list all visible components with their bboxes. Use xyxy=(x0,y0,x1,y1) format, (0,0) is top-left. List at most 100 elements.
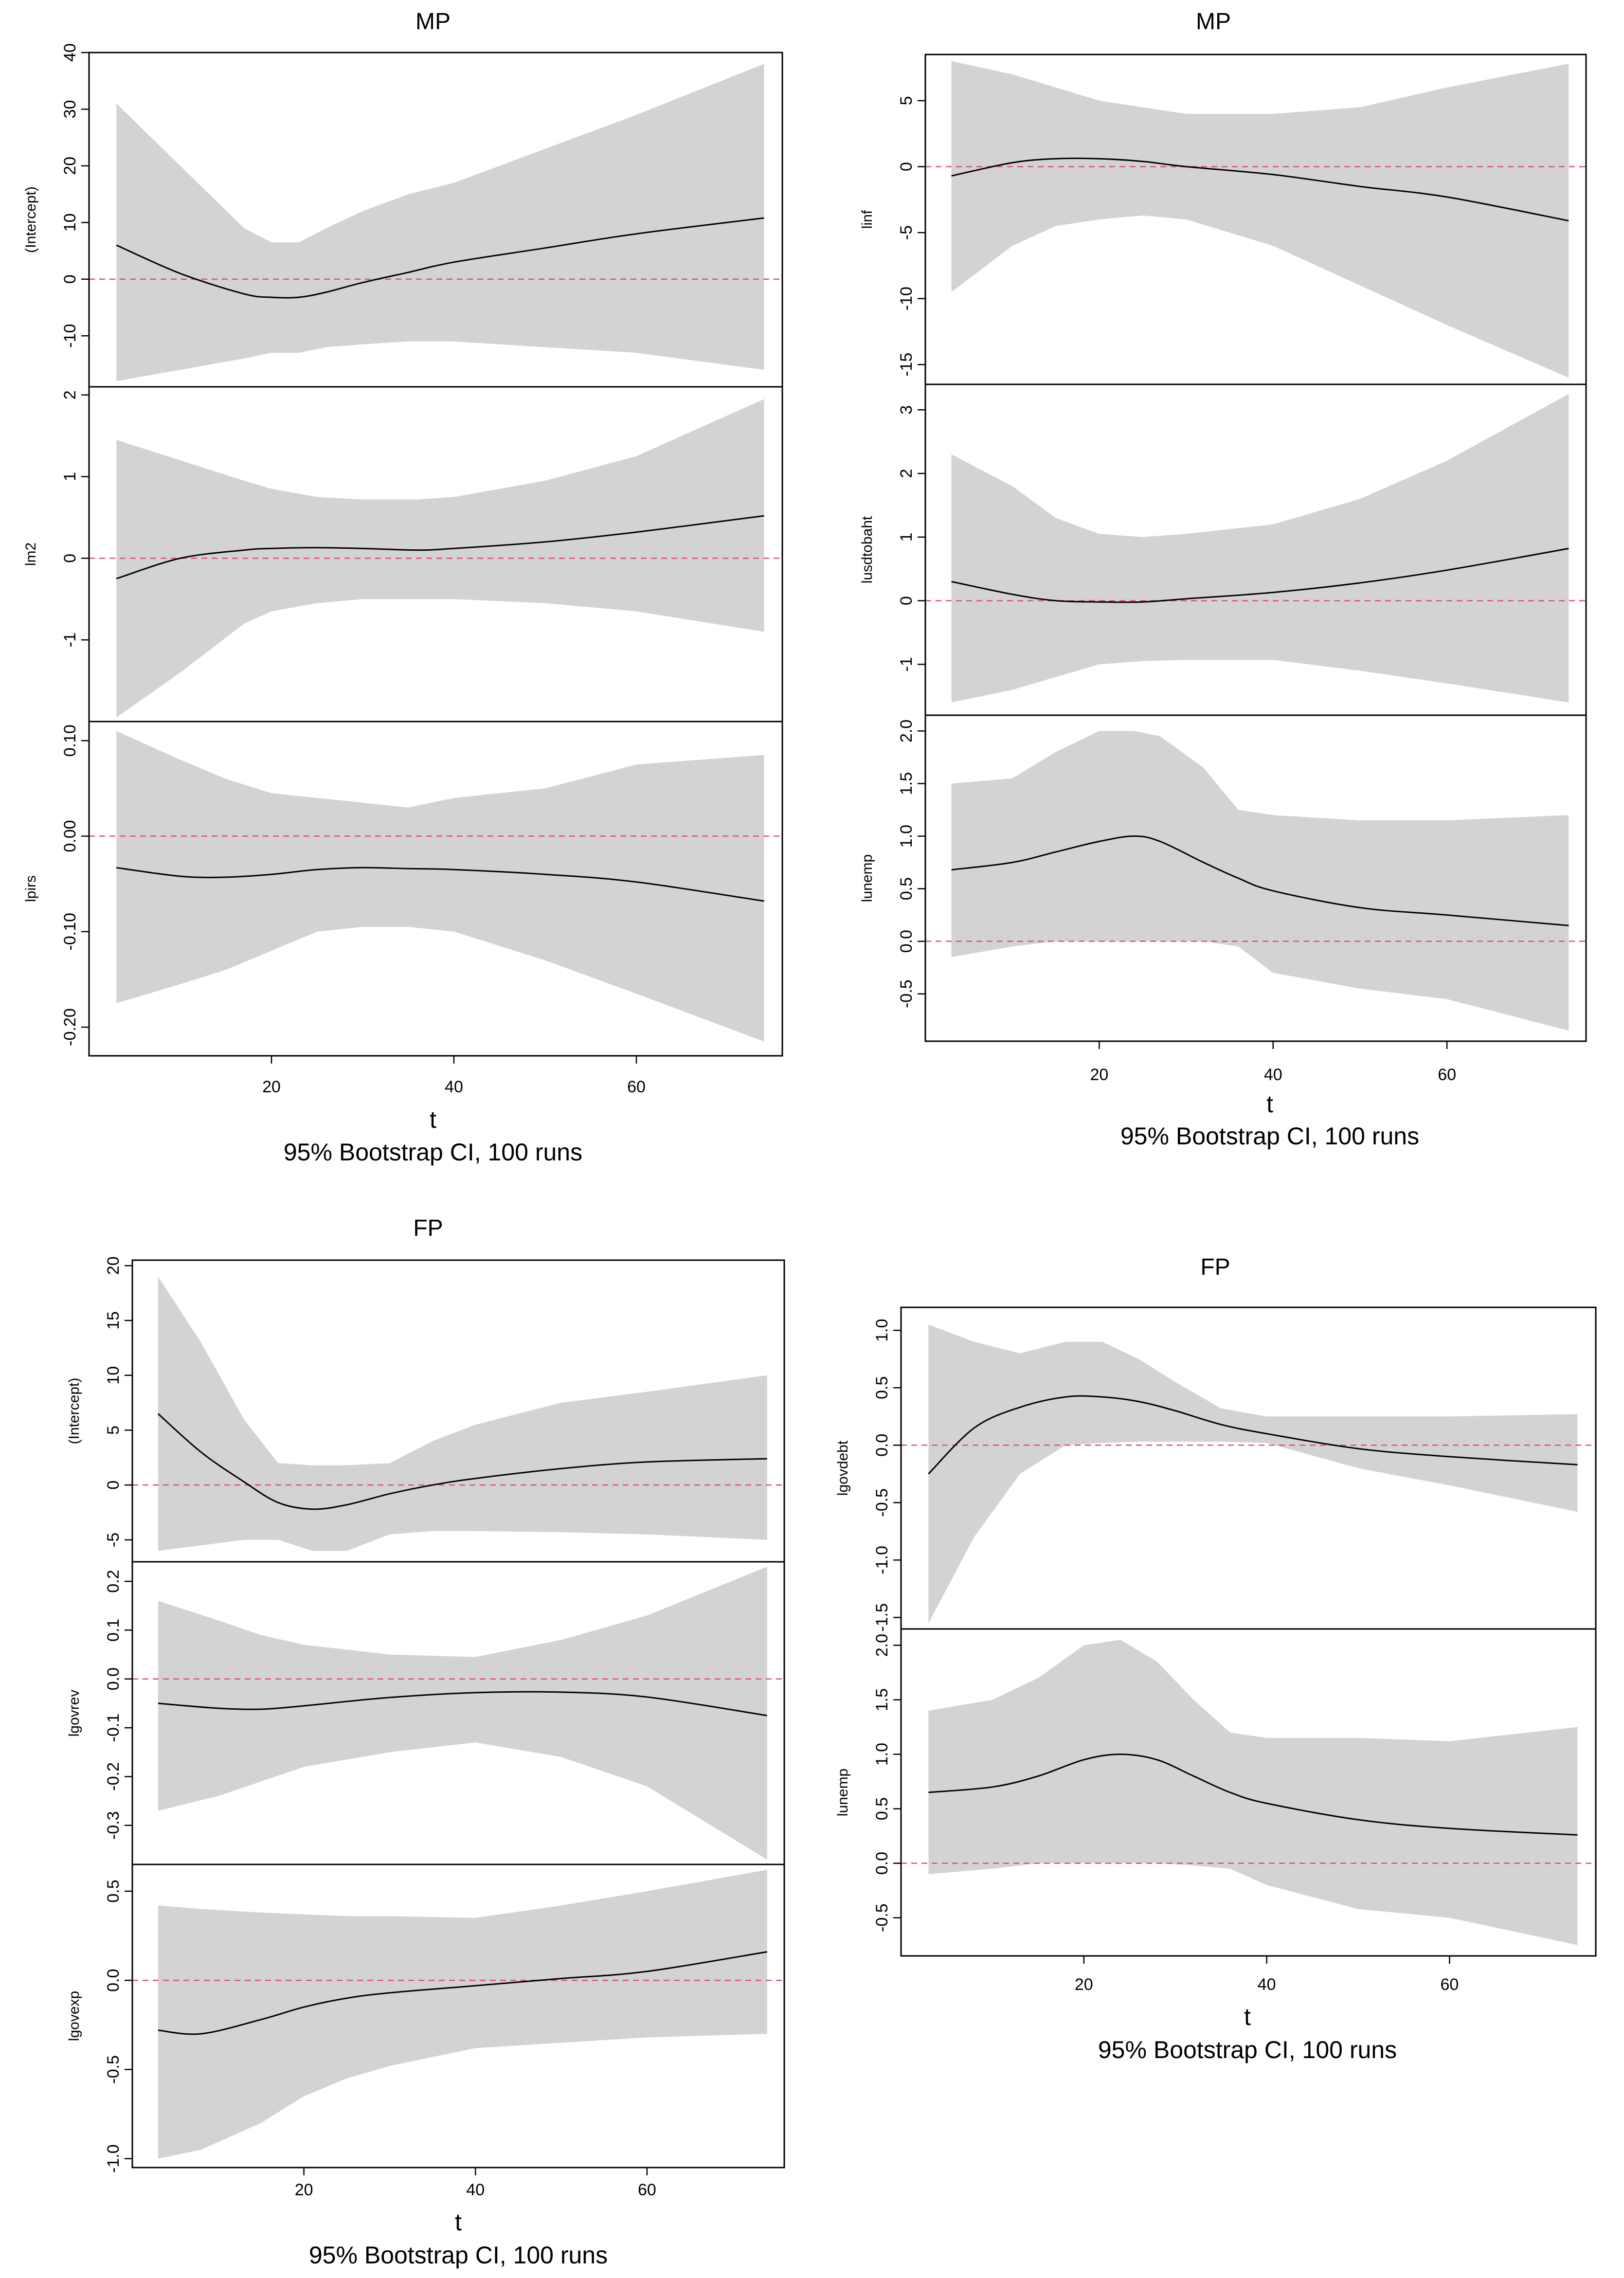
panel-frame xyxy=(900,1628,1597,1957)
y-tick-label: -1.0 xyxy=(104,2144,123,2173)
y-tick-label: 1 xyxy=(897,532,916,542)
chart-mp-right: MP t 95% Bootstrap CI, 100 runs xyxy=(1120,9,1419,1150)
y-tick-label: 0.0 xyxy=(897,930,916,953)
chart-caption: 95% Bootstrap CI, 100 runs xyxy=(309,2242,608,2269)
y-tick-label: 10 xyxy=(104,1366,123,1385)
y-tick-label: 0.0 xyxy=(873,1434,891,1457)
y-tick-label: 0 xyxy=(897,596,916,605)
y-tick-label: 0.10 xyxy=(61,724,79,757)
y-tick-label: 1.0 xyxy=(897,825,916,848)
y-tick-label: 2.0 xyxy=(897,720,916,742)
y-tick-label: -0.5 xyxy=(873,1488,891,1517)
ci-band xyxy=(928,1324,1578,1624)
coefficient-estimate-line xyxy=(928,1754,1578,1836)
y-tick-label: 10 xyxy=(61,213,79,232)
y-tick-label: 1.0 xyxy=(873,1319,891,1342)
y-tick-label: -1 xyxy=(61,633,79,647)
x-tick-label: 60 xyxy=(1440,1975,1459,1994)
y-tick-label: 0.5 xyxy=(104,1880,123,1902)
y-tick-label: -0.20 xyxy=(61,1008,79,1046)
x-axis-label: t xyxy=(430,1106,436,1133)
ci-band xyxy=(951,61,1569,378)
chart-title: MP xyxy=(415,9,451,35)
y-tick-label: -0.5 xyxy=(897,979,916,1008)
panel-frame xyxy=(88,721,783,1057)
y-tick-label: 0.1 xyxy=(104,1619,123,1642)
y-axis-label: linf xyxy=(859,210,875,229)
x-tick-label: 40 xyxy=(1264,1066,1282,1084)
y-tick-label: -0.10 xyxy=(61,913,79,951)
y-tick-label: -0.5 xyxy=(873,1903,891,1932)
y-tick-label: 2 xyxy=(897,469,916,478)
y-tick-label: -10 xyxy=(61,324,79,348)
coefficient-panel: -1.0 -0.5 0.0 0.5 lgovexp xyxy=(66,1863,785,2173)
y-tick-label: -1.0 xyxy=(873,1546,891,1574)
chart-caption: 95% Bootstrap CI, 100 runs xyxy=(284,1139,582,1166)
panel-frame xyxy=(924,714,1587,1042)
x-tick-label: 60 xyxy=(1438,1066,1456,1084)
x-tick-label: 40 xyxy=(445,1078,463,1096)
coefficient-estimate-line xyxy=(157,1413,767,1510)
x-tick-label: 60 xyxy=(627,1078,646,1096)
chart-title: FP xyxy=(413,1215,443,1241)
chart-group: -15-10-505linf-10123lusdtobaht-0.50.00.5… xyxy=(859,54,1587,1084)
coefficient-estimate-line xyxy=(951,157,1569,222)
y-axis-label: lgovdebt xyxy=(835,1440,851,1496)
coefficient-estimate-line xyxy=(951,547,1569,603)
ci-band xyxy=(116,64,764,381)
coefficient-estimate-line xyxy=(928,1395,1578,1475)
coefficient-panel: -1 0 1 2 lm2 xyxy=(23,386,783,723)
x-tick-label: 20 xyxy=(295,2181,313,2199)
y-tick-label: 0.5 xyxy=(873,1797,891,1820)
coefficient-panel: -15 -10 -5 0 5 linf xyxy=(859,54,1587,385)
y-tick-label: -1 xyxy=(897,657,916,671)
coefficient-panel: -0.5 0.0 0.5 1.0 1.5 2.0 lunemp xyxy=(835,1628,1597,1957)
x-tick-label: 40 xyxy=(466,2181,485,2199)
y-tick-label: 1.5 xyxy=(897,772,916,795)
y-tick-label: 0.00 xyxy=(61,820,79,852)
chart-fp-left: FP t 95% Bootstrap CI, 100 runs xyxy=(309,1215,608,2269)
y-tick-label: 5 xyxy=(104,1426,123,1435)
y-axis-label: (Intercept) xyxy=(66,1378,82,1445)
y-tick-label: 30 xyxy=(61,100,79,119)
coefficient-estimate-line xyxy=(116,217,764,299)
y-tick-label: 1 xyxy=(61,472,79,481)
y-tick-label: -10 xyxy=(897,287,916,310)
y-tick-label: 1.5 xyxy=(873,1688,891,1711)
ci-band xyxy=(928,1640,1578,1945)
y-axis-label: lgovexp xyxy=(66,1991,82,2041)
coefficient-panel: -1 0 1 2 3 lusdtobaht xyxy=(859,383,1587,716)
chart-group: -5 0 5 10 15 20 (Intercept) -0.3 -0.2 -0.1 0.0 0.1 0… xyxy=(66,1256,785,2199)
x-tick-label: 20 xyxy=(1075,1975,1093,1994)
chart-title: MP xyxy=(1196,9,1231,35)
y-tick-label: -0.2 xyxy=(104,1762,123,1791)
x-axis-label: t xyxy=(455,2208,462,2236)
chart-group: -1.5 -1.0 -0.5 0.0 0.5 1.0 lgovdebt -0.5 0.0 0.5 1… xyxy=(835,1306,1597,1994)
panel-plots: -10010203040(Intercept)-1012lm2-0.20-0.1… xyxy=(23,43,1597,2199)
y-tick-label: 2.0 xyxy=(873,1634,891,1657)
y-tick-label: 3 xyxy=(897,405,916,415)
y-tick-label: 15 xyxy=(104,1311,123,1330)
y-axis-label: lunemp xyxy=(859,854,875,902)
y-axis-label: lgovrev xyxy=(66,1690,82,1737)
coefficient-panel: -0.20 -0.10 0.00 0.10 lpirs xyxy=(23,721,783,1057)
y-axis-label: lunemp xyxy=(835,1769,851,1816)
y-tick-label: 20 xyxy=(61,157,79,175)
y-tick-label: -0.5 xyxy=(104,2055,123,2084)
x-tick-label: 60 xyxy=(638,2181,656,2199)
coefficient-estimate-line xyxy=(116,515,764,579)
y-tick-label: -0.3 xyxy=(104,1811,123,1840)
chart-fp-right: FP t 95% Bootstrap CI, 100 runs xyxy=(1098,1254,1397,2063)
coefficient-panel: -1.5 -1.0 -0.5 0.0 0.5 1.0 lgovdebt xyxy=(835,1306,1597,1632)
y-tick-label: -0.1 xyxy=(104,1714,123,1742)
x-axis-label: t xyxy=(1266,1090,1273,1118)
y-axis-label: (Intercept) xyxy=(23,186,39,253)
y-tick-label: 0.5 xyxy=(873,1376,891,1399)
ci-band xyxy=(116,731,764,1042)
coefficient-panel: -5 0 5 10 15 20 (Intercept) xyxy=(66,1256,785,1563)
y-tick-label: 40 xyxy=(61,43,79,62)
y-axis-label: lusdtobaht xyxy=(859,516,875,583)
y-tick-label: 0 xyxy=(61,274,79,284)
y-tick-label: -5 xyxy=(104,1533,123,1547)
